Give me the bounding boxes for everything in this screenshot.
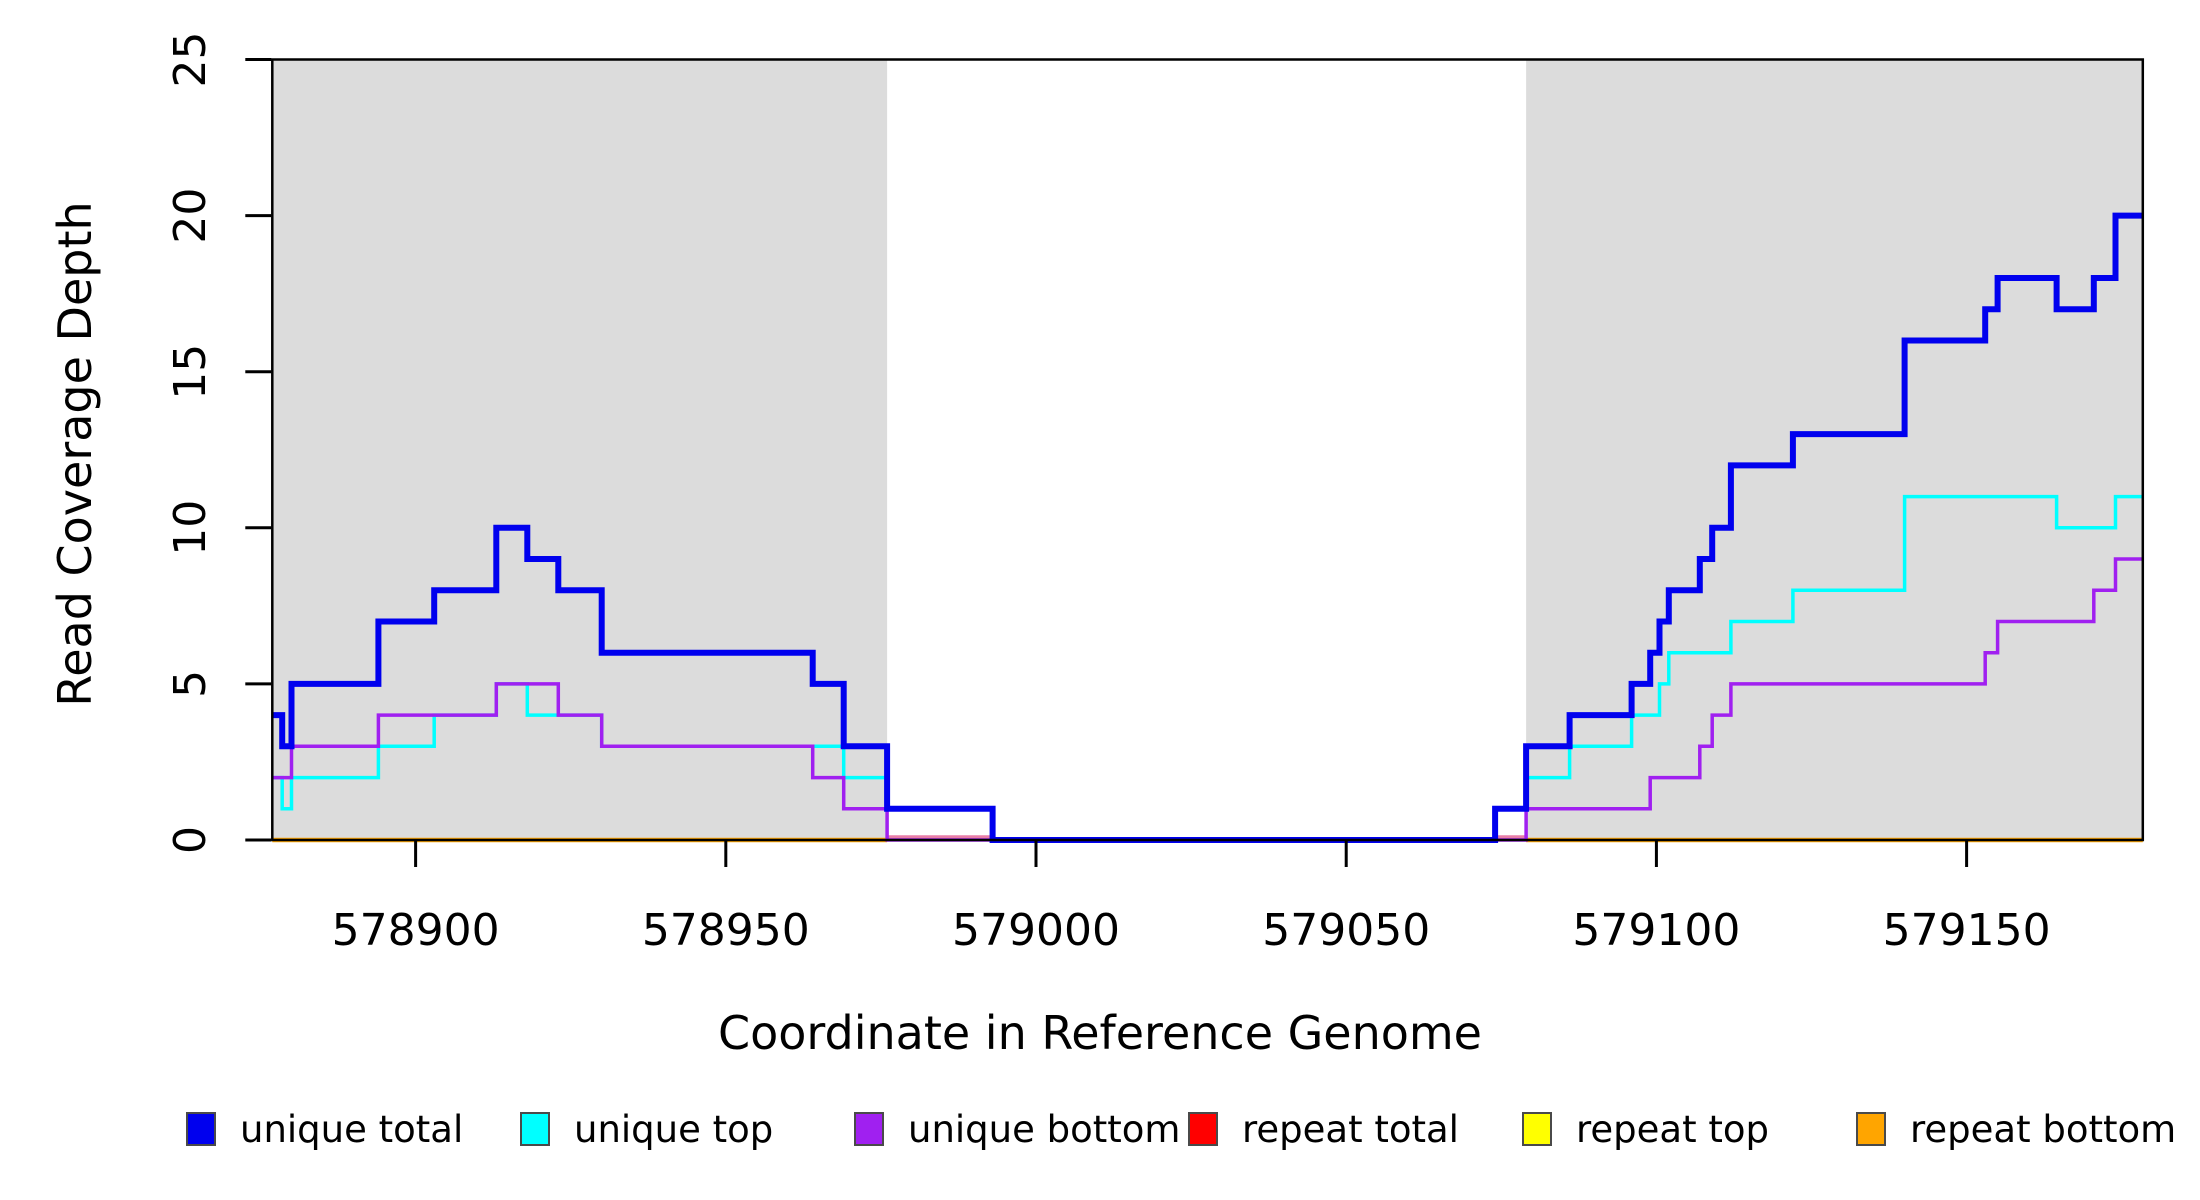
- x-tick-label: 578950: [642, 905, 810, 956]
- repeat-region-right: [1526, 59, 2143, 840]
- x-tick-label: 579000: [952, 905, 1120, 956]
- y-tick-label: 10: [165, 500, 216, 556]
- y-tick-label: 15: [165, 344, 216, 400]
- x-tick-label: 579100: [1572, 905, 1740, 956]
- x-tick-label: 578900: [332, 905, 500, 956]
- y-tick-label: 0: [165, 826, 216, 854]
- y-axis-title: Read Coverage Depth: [48, 201, 102, 707]
- x-tick-label: 579150: [1883, 905, 2051, 956]
- repeat-region-left: [272, 59, 888, 840]
- y-tick-label: 20: [165, 188, 216, 244]
- x-axis-title: Coordinate in Reference Genome: [718, 1006, 1482, 1060]
- x-tick-label: 579050: [1262, 905, 1430, 956]
- y-tick-label: 5: [165, 670, 216, 698]
- plot-box: [271, 58, 2145, 842]
- series-unique-bottom: [272, 557, 2143, 842]
- series-unique-total: [272, 212, 2143, 843]
- y-tick-label: 25: [165, 32, 216, 88]
